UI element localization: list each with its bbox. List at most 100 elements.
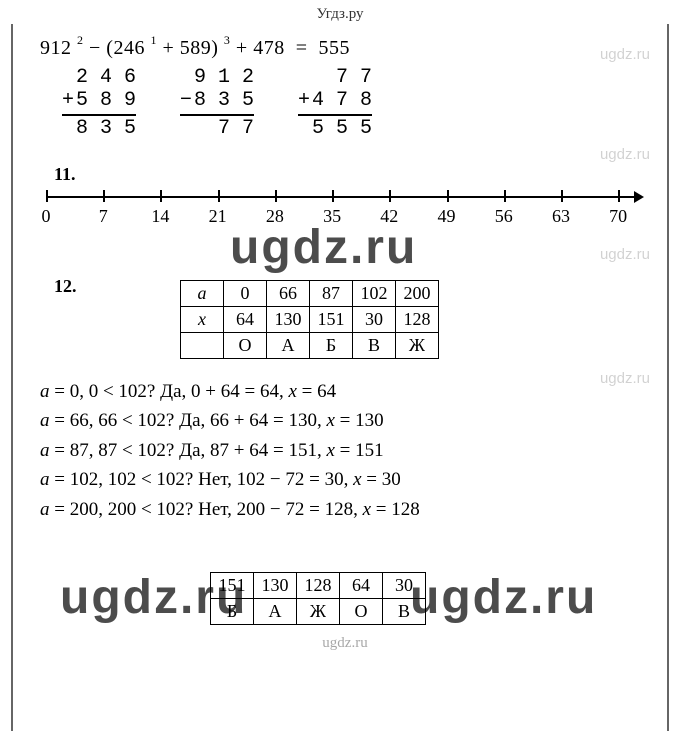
table-cell: 64: [340, 573, 383, 599]
c1-sign: +: [62, 89, 76, 112]
numline-tick: [332, 190, 334, 202]
numline-tick-label: 49: [438, 206, 456, 227]
c3-res: 5 5 5: [312, 117, 372, 140]
site-header: Угдз.ру: [0, 0, 680, 23]
table-cell: Б: [211, 599, 254, 625]
numline-tick-label: 14: [151, 206, 169, 227]
eq-equals: =: [296, 37, 308, 59]
c3-r2: 4 7 8: [312, 89, 372, 112]
numline-arrow-icon: [634, 191, 644, 203]
table-cell: 151: [211, 573, 254, 599]
numline-axis: [46, 196, 642, 198]
long-calculations: 2 4 6 +5 8 9 8 3 5 9 1 2 −8 3 5 7 7 7 7 …: [62, 66, 650, 140]
eq-b: 246: [113, 37, 145, 59]
table-row: x6413015130128: [181, 307, 439, 333]
numline-tick-label: 0: [42, 206, 51, 227]
table-row: a06687102200: [181, 281, 439, 307]
numline-tick-label: 56: [495, 206, 513, 227]
numline-tick-label: 42: [380, 206, 398, 227]
table-cell: 200: [396, 281, 439, 307]
table-cell: 128: [396, 307, 439, 333]
calc-col-3: 7 7 +4 7 8 5 5 5: [298, 66, 372, 140]
numline-tick: [46, 190, 48, 202]
table-cell: 0: [224, 281, 267, 307]
work-line: a = 200, 200 < 102? Нет, 200 − 72 = 128,…: [40, 495, 650, 524]
eq-minus: −: [89, 37, 101, 59]
calc-col-2: 9 1 2 −8 3 5 7 7: [180, 66, 254, 140]
eq-step1: 1: [150, 33, 157, 47]
c2-res: 7 7: [194, 117, 254, 140]
table-cell: 30: [383, 573, 426, 599]
table-cell: О: [224, 333, 267, 359]
number-line: 07142128354249566370: [46, 190, 642, 236]
c2-sign: −: [180, 89, 194, 112]
table-cell: В: [383, 599, 426, 625]
c3-sign: +: [298, 89, 312, 112]
eq-rparen: ): [211, 37, 218, 59]
table-cell: 30: [353, 307, 396, 333]
eq-c: 589: [180, 37, 212, 59]
eq-a: 912: [40, 37, 72, 59]
table-cell: 87: [310, 281, 353, 307]
table-row: БАЖОВ: [211, 599, 426, 625]
table-cell: Ж: [297, 599, 340, 625]
work-lines: a = 0, 0 < 102? Да, 0 + 64 = 64, x = 64a…: [40, 377, 650, 524]
main-equation: 912 2 − (246 1 + 589) 3 + 478 = 555: [40, 37, 650, 60]
numline-tick: [275, 190, 277, 202]
eq-step3: 3: [224, 33, 231, 47]
numline-tick-label: 35: [323, 206, 341, 227]
numline-tick: [504, 190, 506, 202]
numline-tick-label: 21: [209, 206, 227, 227]
table-cell: 102: [353, 281, 396, 307]
c2-r1: 9 1 2: [194, 66, 254, 89]
table-cell: Б: [310, 333, 353, 359]
numline-tick: [160, 190, 162, 202]
numline-tick: [103, 190, 105, 202]
numline-tick-label: 7: [99, 206, 108, 227]
table-cell: [181, 333, 224, 359]
table-cell: 130: [267, 307, 310, 333]
table-cell: 64: [224, 307, 267, 333]
eq-d: 478: [253, 37, 285, 59]
table-cell: Ж: [396, 333, 439, 359]
table-row: ОАБВЖ: [181, 333, 439, 359]
work-line: a = 0, 0 < 102? Да, 0 + 64 = 64, x = 64: [40, 377, 650, 406]
table-cell: a: [181, 281, 224, 307]
numline-tick-label: 28: [266, 206, 284, 227]
numline-tick: [447, 190, 449, 202]
table-cell: А: [254, 599, 297, 625]
c1-res: 8 3 5: [76, 117, 136, 140]
table-2: 1511301286430БАЖОВ: [210, 572, 426, 625]
table-cell: 128: [297, 573, 340, 599]
numline-tick: [561, 190, 563, 202]
eq-plus1: +: [162, 37, 174, 59]
table-row: 1511301286430: [211, 573, 426, 599]
numline-tick-label: 63: [552, 206, 570, 227]
numline-tick: [218, 190, 220, 202]
table-cell: 151: [310, 307, 353, 333]
footer-watermark: ugdz.ru: [40, 635, 650, 652]
table-1: a06687102200x6413015130128ОАБВЖ: [180, 280, 439, 359]
problem-12-label: 12.: [54, 276, 77, 297]
work-line: a = 87, 87 < 102? Да, 87 + 64 = 151, x =…: [40, 436, 650, 465]
numline-tick-label: 70: [609, 206, 627, 227]
c2-r2: 8 3 5: [194, 89, 254, 112]
c1-r2: 5 8 9: [76, 89, 136, 112]
work-line: a = 102, 102 < 102? Нет, 102 − 72 = 30, …: [40, 465, 650, 494]
table-cell: О: [340, 599, 383, 625]
table-cell: 66: [267, 281, 310, 307]
problem-11: 11. 07142128354249566370: [40, 190, 650, 236]
table-cell: x: [181, 307, 224, 333]
table-cell: В: [353, 333, 396, 359]
left-margin-rule: [11, 24, 13, 731]
table-cell: А: [267, 333, 310, 359]
problem-12: 12. a06687102200x6413015130128ОАБВЖ a = …: [40, 280, 650, 625]
right-margin-rule: [667, 24, 669, 731]
eq-result: 555: [318, 37, 350, 59]
calc-col-1: 2 4 6 +5 8 9 8 3 5: [62, 66, 136, 140]
c1-r1: 2 4 6: [76, 66, 136, 89]
work-line: a = 66, 66 < 102? Да, 66 + 64 = 130, x =…: [40, 406, 650, 435]
numline-tick: [389, 190, 391, 202]
c3-r1: 7 7: [312, 66, 372, 89]
numline-tick: [618, 190, 620, 202]
